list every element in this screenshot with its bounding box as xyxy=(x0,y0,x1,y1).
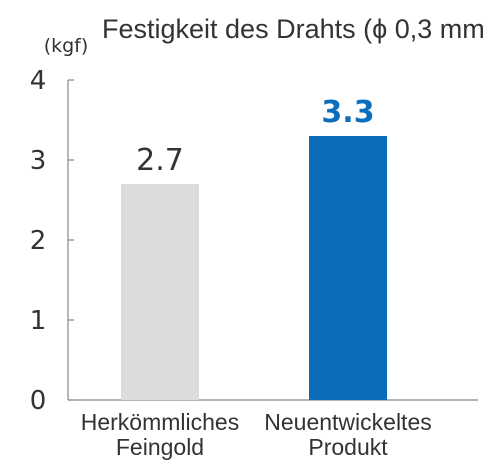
y-tick-label: 4 xyxy=(30,66,47,96)
y-tick-label: 2 xyxy=(30,226,47,256)
x-tick-label: Feingold xyxy=(116,434,204,460)
x-tick-label: Herkömmliches xyxy=(81,409,239,435)
data-label: 3.3 xyxy=(321,95,374,130)
bar xyxy=(121,184,199,400)
axes: 0 1 2 3 4 xyxy=(30,66,478,416)
y-tick-label: 3 xyxy=(30,146,47,176)
bar xyxy=(309,136,387,400)
chart-title: Festigkeit des Drahts (ϕ 0,3 mm) xyxy=(102,14,484,44)
data-label: 2.7 xyxy=(136,143,184,178)
x-tick-label: Neuentwickeltes xyxy=(264,409,431,435)
bars xyxy=(121,136,387,400)
y-axis-unit-label: (kgf) xyxy=(44,35,89,57)
x-tick-label: Produkt xyxy=(308,434,388,460)
y-tick-label: 1 xyxy=(30,306,47,336)
y-tick-label: 0 xyxy=(30,386,47,416)
